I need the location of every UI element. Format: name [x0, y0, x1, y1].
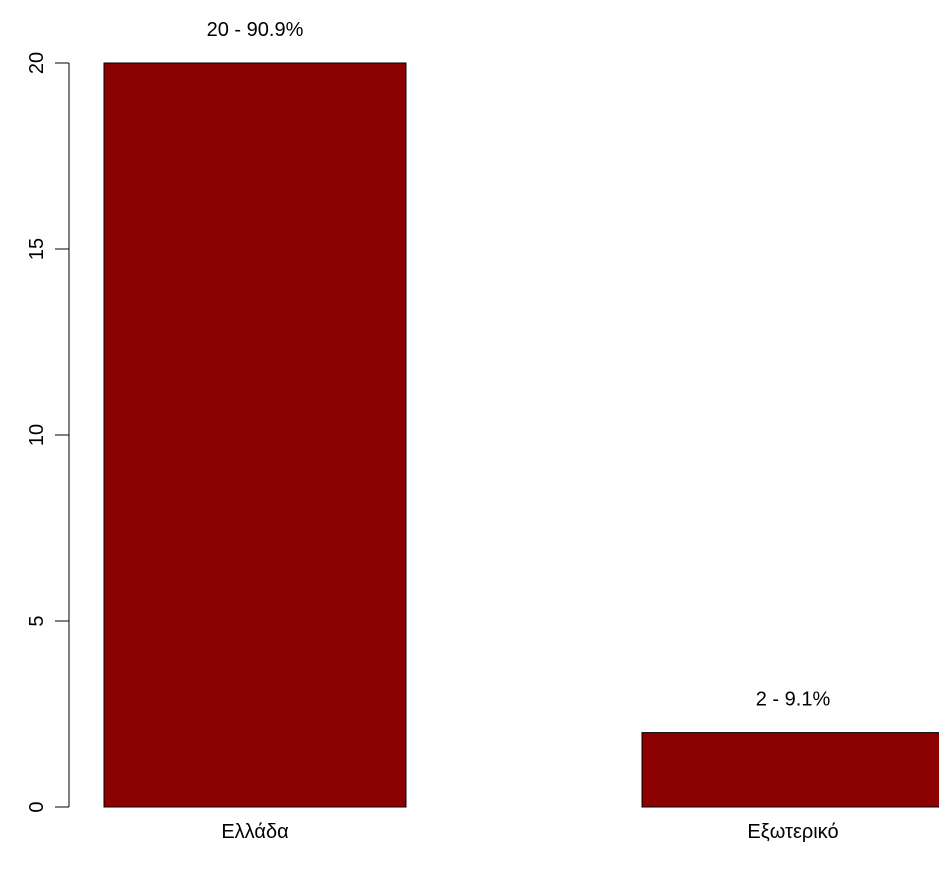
y-tick-label: 0 — [26, 801, 48, 812]
category-label: Εξωτερικό — [747, 821, 838, 843]
y-tick-label: 15 — [26, 238, 48, 260]
y-axis: 0 5 10 15 20 — [26, 52, 69, 813]
bar-data-label: 2 - 9.1% — [756, 689, 831, 711]
y-tick-label: 10 — [26, 424, 48, 446]
bar — [104, 63, 406, 807]
y-tick-label: 20 — [26, 52, 48, 74]
category-label: Ελλάδα — [221, 821, 288, 843]
category-labels: Ελλάδα Εξωτερικό — [221, 821, 838, 843]
bar — [642, 733, 939, 807]
y-tick-label: 5 — [26, 615, 48, 626]
bar-data-label: 20 - 90.9% — [207, 19, 304, 41]
